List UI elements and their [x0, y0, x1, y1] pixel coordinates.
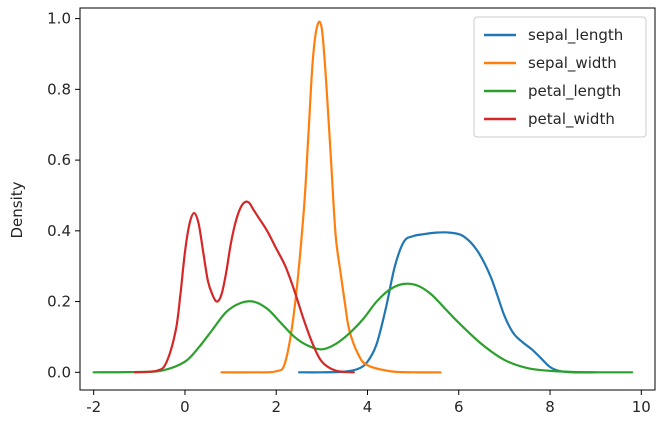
x-tick-label: 2	[271, 398, 281, 416]
y-tick-label: 0.0	[47, 363, 71, 381]
series-line-petal-width	[133, 200, 355, 374]
y-tick-label: 1.0	[47, 10, 71, 28]
legend-label-petal-length: petal_length	[528, 82, 621, 101]
legend-label-petal-width: petal_width	[528, 110, 615, 129]
x-tick-label: 10	[632, 398, 651, 416]
x-tick-label: -2	[86, 398, 101, 416]
x-tick-label: 6	[454, 398, 464, 416]
plot-area	[92, 20, 634, 374]
x-tick-label: 4	[363, 398, 373, 416]
series-line-petal-length	[92, 282, 634, 374]
series-line-sepal-length	[297, 231, 597, 374]
y-tick-label: 0.8	[47, 80, 71, 98]
x-tick-label: 8	[545, 398, 555, 416]
y-tick-label: 0.4	[47, 222, 71, 240]
legend: sepal_length sepal_width petal_lengthpetal…	[473, 16, 647, 138]
legend-label-sepal-width: sepal_width	[528, 54, 617, 73]
y-tick-label: 0.2	[47, 293, 71, 311]
legend-box	[473, 16, 647, 138]
axes: -2 0 2 4 6 8 10 0.0 0.2 0.4 0.6 0.8 1.0	[47, 7, 656, 416]
x-tick-label: 0	[180, 398, 190, 416]
series-line-sepal-width	[220, 20, 442, 374]
legend-label-sepal-length: sepal_length	[528, 26, 623, 45]
y-tick-label: 0.6	[47, 151, 71, 169]
y-axis-label: Density	[8, 181, 26, 238]
